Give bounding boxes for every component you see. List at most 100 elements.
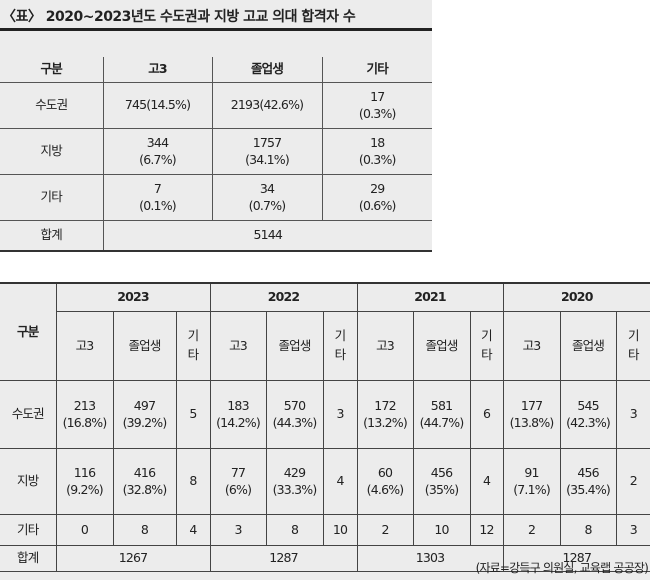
cell-line: 3	[234, 521, 242, 537]
column-header: 구분	[0, 57, 103, 83]
cell-line: 429	[283, 464, 306, 480]
total-label: 합계	[0, 220, 103, 252]
title-rule	[0, 28, 432, 31]
cell-line: (14.2%)	[216, 414, 261, 430]
row-label: 수도권	[0, 82, 103, 129]
cell-line: (4.6%)	[366, 481, 405, 497]
table-cell: 8	[559, 514, 617, 546]
cell-line: 3	[629, 406, 638, 422]
table-cell: 3	[209, 514, 267, 546]
table-cell: 5	[175, 380, 211, 449]
header-row: 구분 고3 졸업생 기타	[0, 57, 432, 83]
cell-line: 456	[430, 464, 453, 480]
table-cell: 456 (35%)	[412, 448, 471, 515]
table-cell: 456 (35.4%)	[559, 448, 617, 515]
cell-line: 60	[377, 464, 393, 480]
table-cell: 7 (0.1%)	[102, 174, 212, 221]
cell-line: 8	[140, 521, 149, 537]
total-value: 1287	[209, 545, 358, 572]
table-row: 기타 7 (0.1%) 34 (0.7%) 29 (0.6%)	[0, 174, 432, 221]
cell-line: (13.8%)	[509, 414, 555, 430]
cell-line: (44.7%)	[419, 414, 465, 430]
row-label: 지방	[0, 448, 57, 515]
table-cell: 3	[615, 514, 650, 546]
table-cell: 116 (9.2%)	[55, 448, 114, 515]
subheader-row: 고3 졸업생 기타 고3 졸업생 기타 고3 졸업생 기타 고3 졸업생 기타	[0, 311, 650, 381]
total-row: 합계 5144	[0, 220, 432, 252]
cell-line: (9.2%)	[66, 481, 104, 497]
table-row: 지방 344 (6.7%) 1757 (34.1%) 18 (0.3%)	[0, 128, 432, 175]
total-value: 1303	[356, 545, 504, 572]
column-header: 고3	[209, 311, 267, 381]
table-cell: 8	[112, 514, 177, 546]
table-cell: 429 (33.3%)	[265, 448, 324, 515]
total-value: 1287	[502, 545, 650, 572]
cell-line: (35%)	[424, 481, 459, 497]
cell-line: 8	[290, 521, 299, 537]
table-cell: 10	[412, 514, 471, 546]
column-header-text: 기타	[481, 328, 492, 362]
column-header: 기타	[321, 57, 432, 83]
column-header-text: 기타	[627, 328, 639, 362]
table-cell: 2	[356, 514, 414, 546]
row-label: 지방	[0, 128, 103, 175]
table-cell: 77 (6%)	[209, 448, 267, 515]
summary-table-panel: 〈표〉 2020~2023년도 수도권과 지방 고교 의대 합격자 수 구분 고3…	[0, 0, 432, 252]
table-cell: 8	[265, 514, 324, 546]
cell-line: 5	[189, 406, 197, 422]
year-header-row: 구분 2023 2022 2021 2020	[0, 282, 650, 381]
table-cell: 497 (39.2%)	[112, 380, 177, 449]
table-row: 수도권 213 (16.8%) 497 (39.2%) 5 183 (14.2%) 570 (44…	[0, 380, 650, 449]
cell-line: 77	[230, 464, 246, 480]
cell-line: 416	[133, 464, 156, 480]
total-value: 1267	[55, 545, 211, 572]
total-value: 5144	[102, 220, 432, 252]
yearly-table-panel: 구분 2023 2022 2021 2020 고3 졸업생 기타 고3 졸업생 기타 고3 졸업생 기타 고…	[0, 282, 650, 580]
table-cell: 3	[322, 380, 358, 449]
table-cell: 34 (0.7%)	[211, 174, 322, 221]
cell-line: 570	[283, 397, 306, 413]
column-header: 기타	[469, 311, 504, 381]
column-header: 기타	[615, 311, 650, 381]
cell-line: 0	[80, 521, 89, 537]
row-label: 기타	[0, 514, 57, 546]
cell-line: (16.8%)	[62, 414, 108, 430]
table-cell: 2	[502, 514, 561, 546]
column-header-text: 기타	[334, 328, 346, 362]
table-title: 〈표〉 2020~2023년도 수도권과 지방 고교 의대 합격자 수	[2, 9, 356, 25]
cell-line: (35.4%)	[566, 481, 611, 497]
column-header-text: 기타	[187, 328, 199, 362]
cell-line: 177	[520, 397, 543, 413]
cell-line: 2	[629, 473, 638, 489]
cell-line: 172	[374, 397, 396, 413]
table-cell: 545 (42.3%)	[559, 380, 617, 449]
year-header: 2020	[502, 282, 650, 312]
cell-line: 545	[577, 397, 599, 413]
table-cell: 1757 (34.1%)	[211, 128, 322, 175]
table-cell: 4	[175, 514, 211, 546]
cell-line: 3	[629, 521, 638, 537]
cell-line: (32.8%)	[122, 481, 168, 497]
column-header: 졸업생	[412, 311, 471, 381]
cell-line: 2	[381, 521, 389, 537]
table-cell: 3	[615, 380, 650, 449]
table-cell: 29 (0.6%)	[321, 174, 432, 221]
cell-line: 6	[482, 406, 491, 422]
table-cell: 4	[469, 448, 504, 515]
table-cell: 18 (0.3%)	[321, 128, 432, 175]
table-cell: 17 (0.3%)	[321, 82, 432, 129]
cell-line: 213	[73, 397, 96, 413]
cell-line: 4	[336, 473, 344, 489]
table-cell: 172 (13.2%)	[356, 380, 414, 449]
cell-line: (39.2%)	[122, 414, 168, 430]
cell-line: (7.1%)	[513, 481, 551, 497]
corner-header: 구분	[0, 282, 57, 381]
column-header: 졸업생	[265, 311, 324, 381]
column-header: 고3	[502, 311, 561, 381]
total-label: 합계	[0, 545, 57, 572]
table-cell: 6	[469, 380, 504, 449]
column-header: 졸업생	[559, 311, 617, 381]
table-cell: 91 (7.1%)	[502, 448, 561, 515]
column-header: 졸업생	[211, 57, 322, 83]
cell-line: 10	[332, 521, 348, 537]
